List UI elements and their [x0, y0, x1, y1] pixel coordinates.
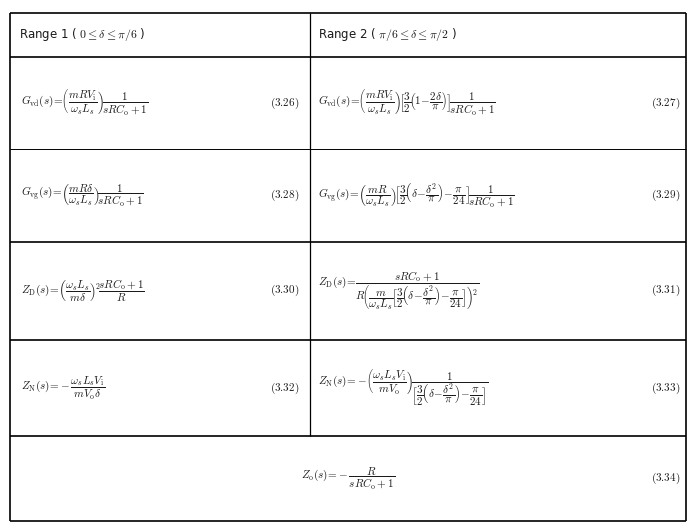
Text: $(3.31)$: $(3.31)$	[651, 283, 680, 298]
Text: $Z_{\rm o}(s)\!=\!-\dfrac{R}{sRC_{\rm o}+1}$: $Z_{\rm o}(s)\!=\!-\dfrac{R}{sRC_{\rm o}…	[301, 466, 395, 492]
Text: $(3.32)$: $(3.32)$	[270, 380, 299, 396]
Text: $Z_{\rm N}(s)\!=\!-\dfrac{\omega_s L_s V_{\rm i}}{mV_{\rm o}\delta}$: $Z_{\rm N}(s)\!=\!-\dfrac{\omega_s L_s V…	[21, 375, 105, 402]
Text: $G_{\rm vg}(s)\!=\!\left(\dfrac{mR\delta}{\omega_s L_s}\right)\!\dfrac{1}{sRC_{\: $G_{\rm vg}(s)\!=\!\left(\dfrac{mR\delta…	[21, 183, 144, 208]
Text: $(3.33)$: $(3.33)$	[651, 380, 680, 396]
Text: $(3.28)$: $(3.28)$	[270, 188, 299, 203]
Text: $Z_{\rm D}(s)\!=\!\left(\dfrac{\omega_s L_s}{m\delta}\right)^{\!2}\!\dfrac{sRC_{: $Z_{\rm D}(s)\!=\!\left(\dfrac{\omega_s …	[21, 277, 145, 304]
Text: $(3.30)$: $(3.30)$	[270, 283, 299, 298]
Text: Range 1 ( $0 \leq \delta \leq \pi/6$ ): Range 1 ( $0 \leq \delta \leq \pi/6$ )	[19, 26, 145, 43]
Text: $G_{\rm vd}(s)\!=\!\left(\dfrac{mRV_{\rm i}}{\omega_s L_s}\right)\!\dfrac{1}{sRC: $G_{\rm vd}(s)\!=\!\left(\dfrac{mRV_{\rm…	[21, 88, 148, 117]
Text: $(3.26)$: $(3.26)$	[270, 95, 299, 111]
Text: $(3.27)$: $(3.27)$	[651, 95, 680, 111]
Text: Range 2 ( $\pi/6 \leq \delta \leq \pi/2$ ): Range 2 ( $\pi/6 \leq \delta \leq \pi/2$…	[318, 26, 457, 43]
Text: $Z_{\rm D}(s)\!=\!\dfrac{sRC_{\rm o}+1}{R\!\left(\dfrac{m}{\omega_s L_s}\!\left[: $Z_{\rm D}(s)\!=\!\dfrac{sRC_{\rm o}+1}{…	[318, 269, 480, 312]
Text: $Z_{\rm N}(s)\!=\!-\!\left(\dfrac{\omega_s L_s V_{\rm i}}{mV_{\rm o}}\right)\!\d: $Z_{\rm N}(s)\!=\!-\!\left(\dfrac{\omega…	[318, 368, 489, 408]
Text: $(3.34)$: $(3.34)$	[651, 471, 680, 486]
Text: $(3.29)$: $(3.29)$	[651, 188, 680, 203]
Text: $G_{\rm vg}(s)\!=\!\left(\dfrac{mR}{\omega_s L_s}\right)\!\left[\dfrac{3}{2}\!\l: $G_{\rm vg}(s)\!=\!\left(\dfrac{mR}{\ome…	[318, 181, 514, 210]
Text: $G_{\rm vd}(s)\!=\!\left(\dfrac{mRV_{\rm i}}{\omega_s L_s}\right)\!\left[\dfrac{: $G_{\rm vd}(s)\!=\!\left(\dfrac{mRV_{\rm…	[318, 88, 496, 117]
